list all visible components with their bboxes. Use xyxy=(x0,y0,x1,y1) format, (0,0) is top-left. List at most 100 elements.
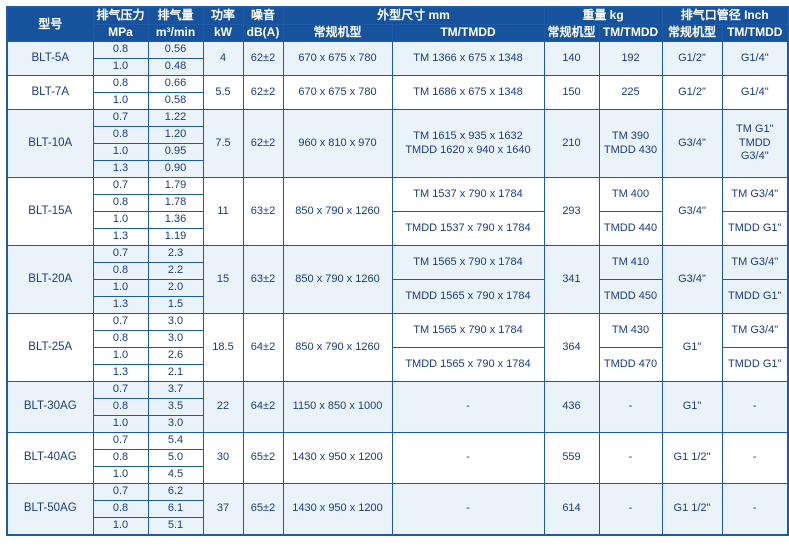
pressure-cell: 0.8 xyxy=(92,500,149,518)
dim-tm-cell: - xyxy=(391,483,545,536)
dim-tm-cell: - xyxy=(391,381,545,433)
dim-tm-cell: TMDD 1565 x 790 x 1784 xyxy=(391,279,545,314)
dim-sub-tm: TM/TMDD xyxy=(391,24,545,42)
displacement-cell: 3.0 xyxy=(147,330,204,348)
pressure-cell: 0.7 xyxy=(92,109,149,127)
unit-power: kW xyxy=(202,24,244,42)
dim-regular-cell: 960 x 810 x 970 xyxy=(282,109,393,178)
col-header-pressure: 排气压力 xyxy=(92,6,149,25)
pressure-cell: 0.8 xyxy=(92,449,149,467)
pipe-regular-cell: G3/4" xyxy=(661,177,723,246)
col-header-displacement: 排气量 xyxy=(147,6,204,25)
model-cell: BLT-30AG xyxy=(6,381,94,433)
table-row: 0.8 2.2 xyxy=(7,262,788,280)
pressure-cell: 1.0 xyxy=(92,92,149,110)
weight-regular-cell: 210 xyxy=(543,109,600,178)
displacement-cell: 1.20 xyxy=(147,126,204,144)
table-row: BLT-15A 0.7 1.79 11 63±2 850 x 790 x 126… xyxy=(6,177,789,246)
noise-cell: 64±2 xyxy=(242,313,284,382)
pressure-cell: 1.0 xyxy=(92,279,149,297)
table-row: BLT-10A 0.7 1.22 7.5 62±2 960 x 810 x 97… xyxy=(6,109,789,178)
dim-tm-cell: TM 1565 x 790 x 1784 xyxy=(391,313,545,348)
weight-tm-cell: TMDD 470 xyxy=(598,347,663,382)
weight-regular-cell: 293 xyxy=(543,177,600,246)
weight-regular-cell: 436 xyxy=(543,381,600,433)
pressure-cell: 0.7 xyxy=(92,483,149,501)
spec-table: 型号 排气压力 排气量 功率 噪音 外型尺寸 mm 重量 kg 排气口管径 In… xyxy=(6,6,789,536)
col-header-outlet: 排气口管径 Inch xyxy=(661,6,789,25)
weight-sub-tm: TM/TMDD xyxy=(598,24,663,42)
table-row: 0.8 3.0 xyxy=(7,330,788,348)
weight-tm-cell: 225 xyxy=(598,75,663,110)
power-cell: 4 xyxy=(202,41,244,76)
dim-regular-cell: 670 x 675 x 780 xyxy=(282,41,393,76)
pressure-cell: 0.7 xyxy=(92,432,149,450)
col-header-weight: 重量 kg xyxy=(543,6,663,25)
table-body: BLT-5A 0.8 0.56 4 62±2 670 x 675 x 780 T… xyxy=(6,41,789,536)
table-row: BLT-50AG 0.7 6.2 37 65±2 1430 x 950 x 12… xyxy=(6,483,789,536)
noise-cell: 64±2 xyxy=(242,381,284,433)
header-row-2: MPa m³/min kW dB(A) 常规机型 TM/TMDD 常规机型 TM… xyxy=(7,24,789,42)
displacement-cell: 1.78 xyxy=(147,194,204,212)
dim-tm-cell: - xyxy=(391,432,545,484)
model-cell: BLT-5A xyxy=(6,41,94,76)
pressure-cell: 1.0 xyxy=(92,143,149,161)
dim-regular-cell: 850 x 790 x 1260 xyxy=(282,245,393,314)
model-cell: BLT-25A xyxy=(6,313,94,382)
dim-regular-cell: 850 x 790 x 1260 xyxy=(282,313,393,382)
col-header-power: 功率 xyxy=(202,6,244,25)
pipe-tm-cell: - xyxy=(721,381,789,433)
displacement-cell: 2.6 xyxy=(147,347,204,365)
weight-regular-cell: 341 xyxy=(543,245,600,314)
weight-tm-cell: TM 400 xyxy=(598,177,663,212)
pressure-cell: 0.7 xyxy=(92,313,149,331)
weight-tm-cell: - xyxy=(598,483,663,536)
displacement-cell: 0.90 xyxy=(147,160,204,178)
model-cell: BLT-15A xyxy=(6,177,94,246)
noise-cell: 65±2 xyxy=(242,483,284,536)
table-row: 1.3 1.19 xyxy=(7,228,788,246)
displacement-cell: 1.79 xyxy=(147,177,204,195)
pipe-tm-cell: TM G1" TMDD G3/4" xyxy=(721,109,789,178)
pressure-cell: 1.0 xyxy=(92,58,149,76)
pipe-regular-cell: G3/4" xyxy=(661,245,723,314)
dim-sub-regular: 常规机型 xyxy=(282,24,393,42)
noise-cell: 63±2 xyxy=(242,177,284,246)
pressure-cell: 0.7 xyxy=(92,381,149,399)
pipe-tm-cell: TM G3/4" xyxy=(721,313,789,348)
displacement-cell: 2.3 xyxy=(147,245,204,263)
displacement-cell: 1.36 xyxy=(147,211,204,229)
pipe-tm-cell: - xyxy=(721,483,789,536)
table-row: 1.0 0.95 xyxy=(7,143,788,161)
weight-tm-cell: TM 390 TMDD 430 xyxy=(598,109,663,178)
pressure-cell: 0.8 xyxy=(92,262,149,280)
noise-cell: 62±2 xyxy=(242,41,284,76)
table-row: BLT-20A 0.7 2.3 15 63±2 850 x 790 x 1260… xyxy=(6,245,789,314)
pressure-cell: 1.0 xyxy=(92,415,149,433)
displacement-cell: 5.0 xyxy=(147,449,204,467)
displacement-cell: 5.4 xyxy=(147,432,204,450)
table-row: 1.0 0.48 xyxy=(7,58,788,76)
pressure-cell: 1.0 xyxy=(92,517,149,536)
power-cell: 18.5 xyxy=(202,313,244,382)
pressure-cell: 0.8 xyxy=(92,41,149,59)
unit-pressure: MPa xyxy=(92,24,149,42)
table-row: 1.0 1.36 TMDD 1537 x 790 x 1784 TMDD 440… xyxy=(7,211,789,246)
pipe-regular-cell: G1" xyxy=(661,381,723,433)
displacement-cell: 3.0 xyxy=(147,313,204,331)
dim-tm-cell: TMDD 1565 x 790 x 1784 xyxy=(391,347,545,382)
power-cell: 5.5 xyxy=(202,75,244,110)
unit-noise: dB(A) xyxy=(242,24,284,42)
displacement-cell: 0.66 xyxy=(147,75,204,93)
displacement-cell: 0.95 xyxy=(147,143,204,161)
dim-tm-cell: TM 1615 x 935 x 1632 TMDD 1620 x 940 x 1… xyxy=(391,109,545,178)
pipe-tm-cell: TMDD G1" xyxy=(721,279,789,314)
pressure-cell: 0.8 xyxy=(92,194,149,212)
pressure-cell: 0.8 xyxy=(92,126,149,144)
pipe-regular-cell: G1 1/2" xyxy=(661,483,723,536)
power-cell: 37 xyxy=(202,483,244,536)
pipe-regular-cell: G1" xyxy=(661,313,723,382)
pipe-tm-cell: TMDD G1" xyxy=(721,211,789,246)
displacement-cell: 6.1 xyxy=(147,500,204,518)
displacement-cell: 2.2 xyxy=(147,262,204,280)
